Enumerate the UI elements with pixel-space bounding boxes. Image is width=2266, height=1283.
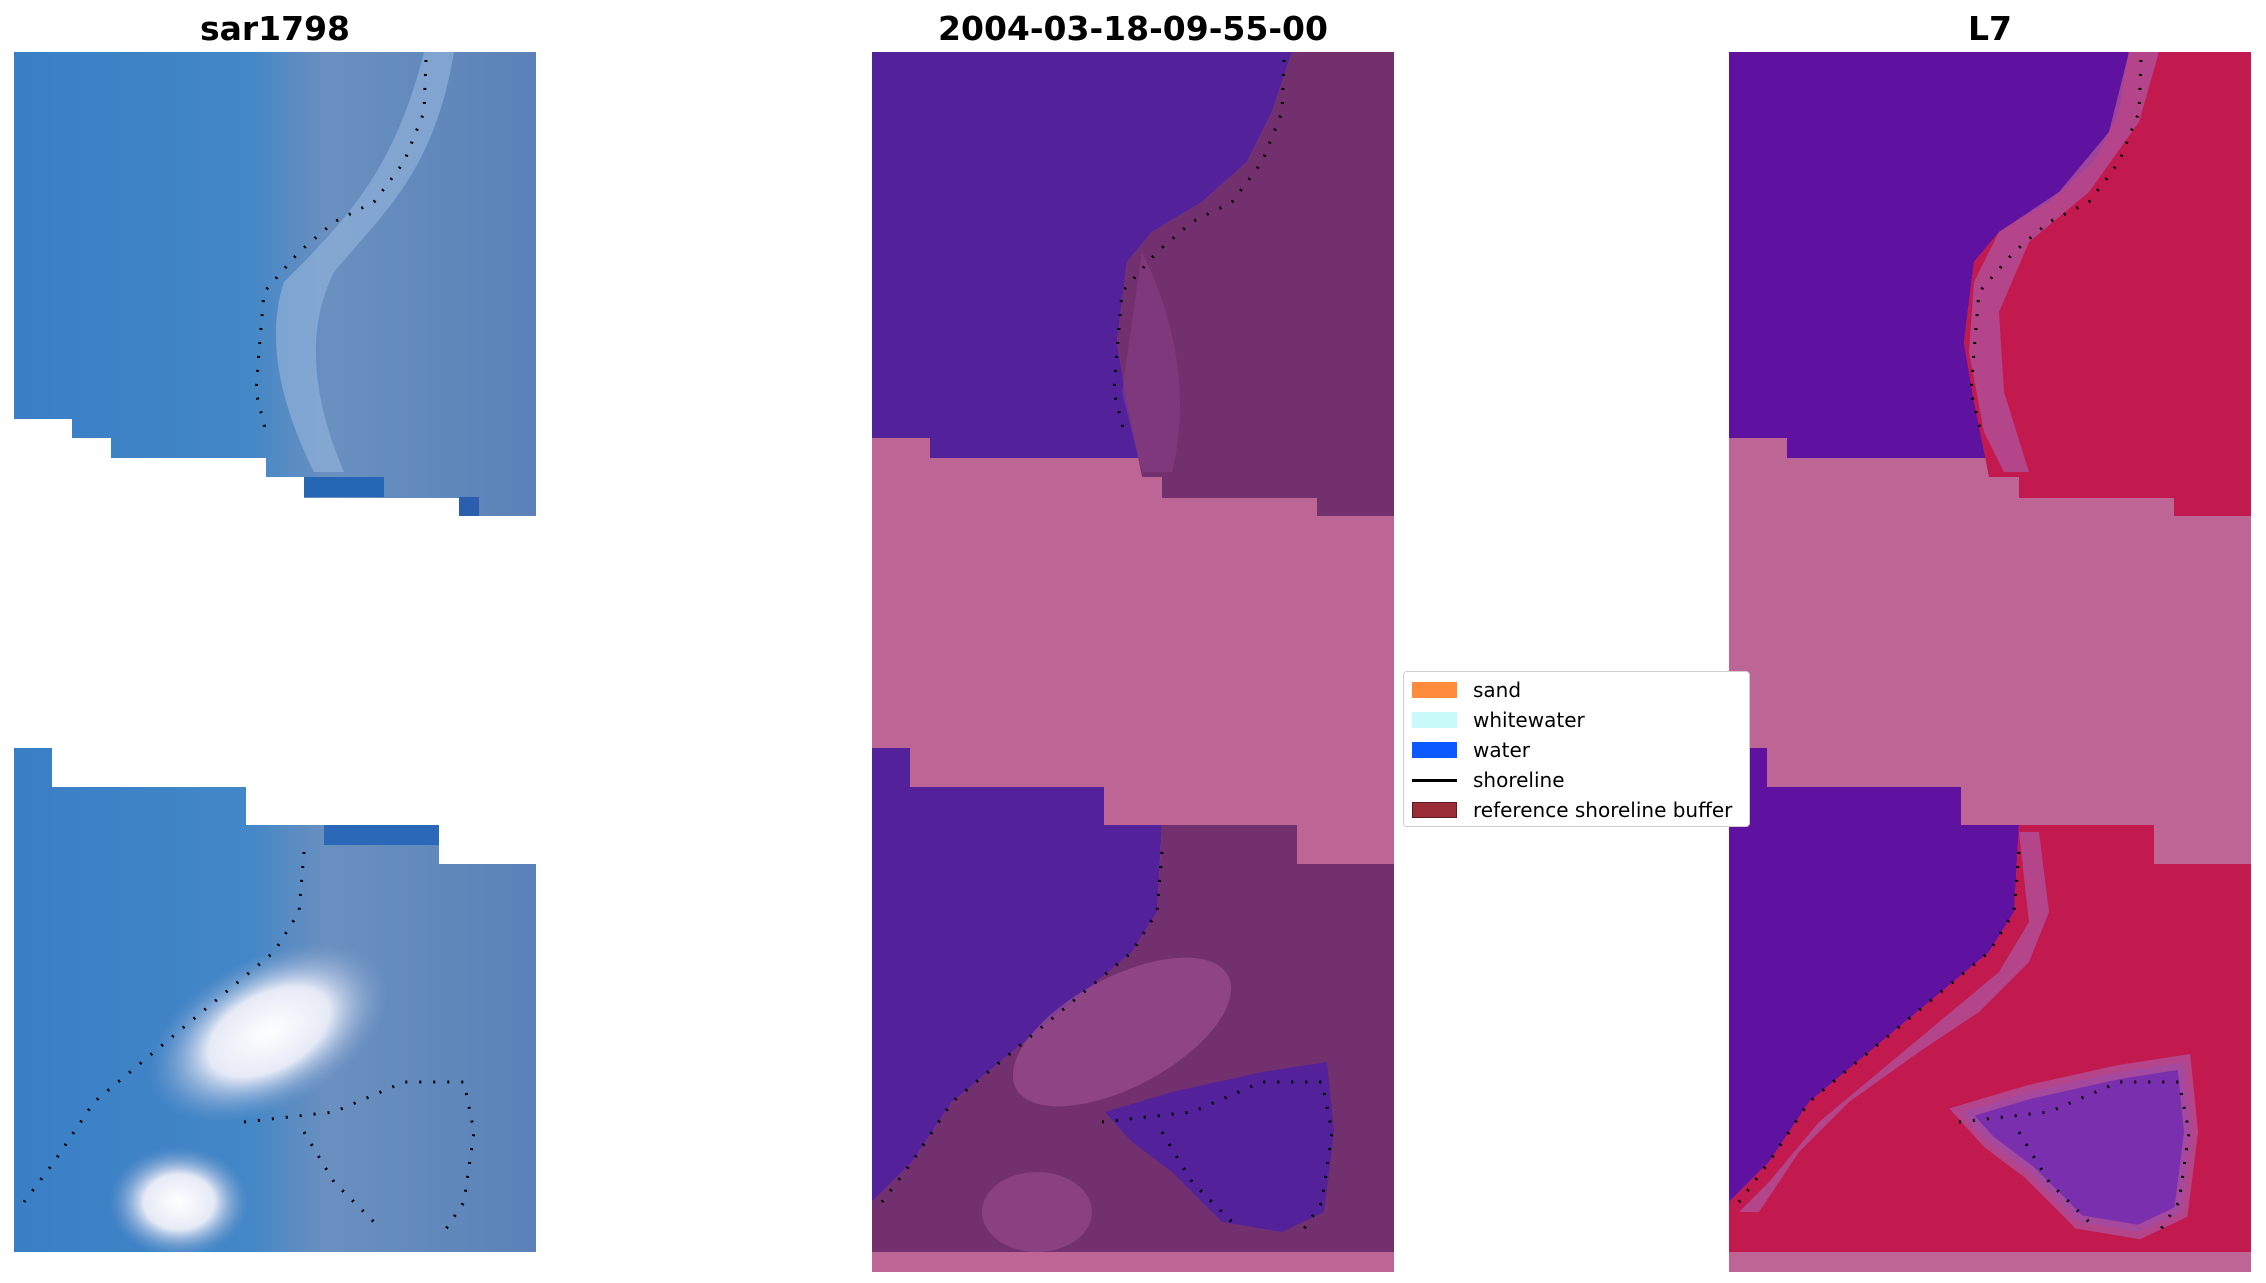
legend-label: water xyxy=(1473,738,1530,762)
index-water-lagoon xyxy=(1962,1062,2191,1232)
class-water-bottom xyxy=(872,748,1162,1202)
legend-item-sand: sand xyxy=(1412,678,1521,702)
index-water-top xyxy=(1729,52,2129,458)
classified-image-panel xyxy=(872,52,1394,1272)
shoreline-line-icon xyxy=(1412,778,1457,782)
index-image-panel xyxy=(1729,52,2251,1272)
rgb-image-top xyxy=(14,52,536,516)
sand-swatch-icon xyxy=(1412,682,1457,698)
class-sand-top xyxy=(1117,52,1394,516)
legend-item-reference-buffer: reference shoreline buffer xyxy=(1412,798,1732,822)
rgb-image-panel xyxy=(14,52,536,1252)
index-sand-top xyxy=(1964,52,2251,516)
whitewater-swatch-icon xyxy=(1412,712,1457,728)
legend-label: reference shoreline buffer xyxy=(1473,798,1733,822)
legend-item-shoreline: shoreline xyxy=(1412,768,1565,792)
legend-label: whitewater xyxy=(1473,708,1585,732)
legend-label: shoreline xyxy=(1473,768,1565,792)
legend-item-water: water xyxy=(1412,738,1530,762)
legend-item-whitewater: whitewater xyxy=(1412,708,1585,732)
legend: sand whitewater water shoreline referenc… xyxy=(1403,671,1750,827)
legend-label: sand xyxy=(1473,678,1522,702)
class-water-top xyxy=(872,52,1292,458)
panel-title-classified: 2004-03-18-09-55-00 xyxy=(938,9,1328,48)
panel-title-rgb: sar1798 xyxy=(199,9,351,48)
index-water-bottom xyxy=(1729,748,2019,1202)
water-swatch-icon xyxy=(1412,742,1457,758)
buffer-swatch-icon xyxy=(1412,802,1457,818)
class-water-lagoon xyxy=(1105,1062,1334,1232)
panel-title-index: L7 xyxy=(1968,9,2012,48)
